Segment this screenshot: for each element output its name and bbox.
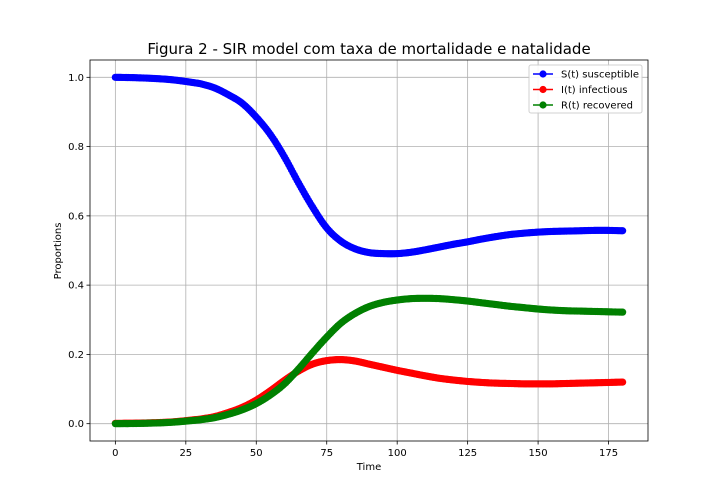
legend-entry: S(t) susceptible <box>533 70 639 81</box>
x-tick-label: 75 <box>320 448 333 459</box>
legend: S(t) susceptible I(t) infectious R(t) reco… <box>528 64 643 114</box>
series-2 <box>111 294 627 428</box>
legend-label: S(t) susceptible <box>561 70 639 81</box>
series-0 <box>111 73 627 258</box>
legend-box <box>528 64 643 114</box>
x-tick-label: 0 <box>112 448 118 459</box>
x-tick-label: 125 <box>458 448 477 459</box>
series-line <box>115 358 623 425</box>
axes-frame <box>89 59 649 442</box>
x-tick-label: 175 <box>599 448 618 459</box>
data-point <box>619 308 627 316</box>
legend-entry: I(t) infectious <box>533 85 628 96</box>
data-point <box>619 378 627 386</box>
plot-area <box>111 73 627 428</box>
legend-entry: R(t) recovered <box>533 101 633 112</box>
y-tick-label: 0.2 <box>68 350 84 361</box>
y-tick-label: 0.8 <box>68 142 84 153</box>
legend-label: I(t) infectious <box>561 85 628 96</box>
y-tick-label: 0.0 <box>68 419 84 430</box>
data-point <box>619 227 627 235</box>
y-tick-label: 0.6 <box>68 211 84 222</box>
y-tick-label: 1.0 <box>68 73 84 84</box>
legend-marker <box>539 101 547 109</box>
legend-label: R(t) recovered <box>561 101 633 112</box>
y-tick-label: 0.4 <box>68 281 84 292</box>
x-tick-label: 150 <box>529 448 548 459</box>
x-tick-label: 100 <box>388 448 407 459</box>
series-1 <box>111 356 627 427</box>
legend-marker <box>539 70 547 78</box>
x-axis-label: Time <box>356 462 381 473</box>
x-tick-label: 25 <box>179 448 192 459</box>
x-tick-label: 50 <box>250 448 263 459</box>
y-axis-label: Proportions <box>53 223 64 280</box>
chart-title: Figura 2 - SIR model com taxa de mortali… <box>147 40 590 58</box>
ticks: 0 25 50 75 100 125 150 175 0.0 0.2 0.4 0.6 0.8 1.0 <box>68 73 618 459</box>
legend-marker <box>539 85 547 94</box>
